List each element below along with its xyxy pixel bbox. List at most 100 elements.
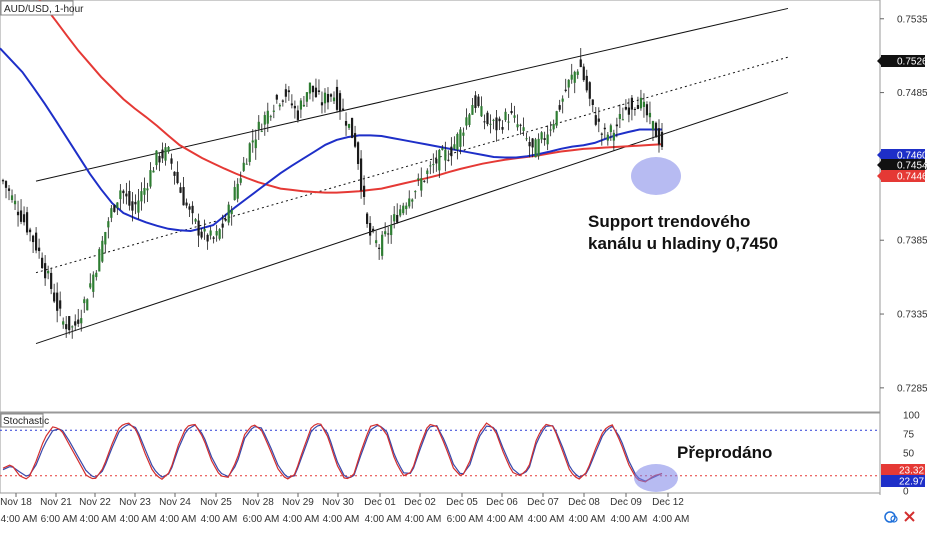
candle [329, 93, 333, 102]
stochastic-tick-label: 75 [903, 430, 915, 441]
time-tick-label: 4:00 AM [120, 514, 157, 525]
candle [477, 94, 480, 108]
time-tick-label: 4:00 AM [283, 514, 320, 525]
candle [242, 156, 245, 172]
candle [387, 226, 390, 244]
candle [645, 101, 649, 123]
stochastic-lines [0, 422, 880, 483]
candle [630, 94, 634, 121]
candle [474, 91, 477, 113]
candle [624, 99, 627, 111]
candle [537, 133, 540, 160]
price-tag: 0.7526 [877, 55, 927, 68]
candle [384, 222, 387, 237]
candle [429, 161, 432, 175]
candle [576, 69, 579, 79]
candle [197, 213, 200, 247]
date-tick-label: Nov 18 [0, 497, 32, 508]
candle [22, 206, 26, 226]
date-tick-label: Nov 23 [119, 497, 151, 508]
time-tick-label: 4:00 AM [160, 514, 197, 525]
candle [438, 148, 441, 178]
candle [38, 238, 41, 259]
candle [296, 105, 299, 123]
svg-text:0.7460: 0.7460 [897, 151, 927, 162]
date-tick-label: Nov 30 [322, 497, 354, 508]
candle [122, 189, 125, 204]
support-highlight [631, 157, 681, 195]
candle [19, 199, 23, 225]
candle [603, 123, 606, 139]
candle [116, 202, 119, 216]
candle [314, 78, 318, 98]
candle [435, 150, 438, 172]
date-tick-label: Dec 05 [446, 497, 478, 508]
close-chart-icon[interactable] [904, 511, 915, 522]
time-tick-label: 4:00 AM [80, 514, 117, 525]
candle [80, 309, 83, 332]
candle [618, 104, 621, 129]
candle [251, 129, 254, 153]
svg-text:23.32: 23.32 [899, 466, 924, 477]
candle [248, 142, 251, 166]
candle [170, 153, 173, 170]
candle [302, 95, 306, 108]
candle [137, 189, 140, 220]
candles [1, 48, 664, 339]
candle [350, 117, 354, 139]
candle [209, 226, 212, 240]
candle [636, 96, 640, 110]
svg-text:0.7446: 0.7446 [897, 172, 927, 183]
stochastic-label-box [0, 413, 44, 428]
candle [16, 200, 20, 227]
candle [390, 215, 393, 244]
symbol-label: AUD/USD, 1-hour [4, 4, 84, 15]
camera-icon[interactable] [884, 511, 898, 523]
candle [579, 48, 582, 68]
candle [585, 69, 588, 93]
candle [393, 206, 396, 229]
candle [77, 308, 80, 327]
time-tick-label: 4:00 AM [528, 514, 565, 525]
candle [227, 201, 230, 226]
candle [558, 99, 561, 112]
candle [278, 103, 281, 111]
candle [359, 150, 363, 199]
candle [95, 270, 98, 281]
date-tick-label: Dec 02 [404, 497, 436, 508]
candle [639, 89, 643, 111]
candle [287, 86, 290, 101]
candle [185, 198, 188, 209]
candle [134, 194, 137, 215]
candle [230, 205, 233, 226]
channel-line-upper [35, 7, 789, 182]
candle [447, 150, 450, 162]
candle [59, 291, 62, 317]
candle [353, 125, 357, 149]
candle [459, 127, 462, 155]
candle [308, 82, 312, 100]
price-tick-label: 0.7285 [897, 383, 927, 394]
candle [420, 167, 423, 197]
candle [56, 282, 59, 323]
candle [284, 83, 287, 103]
candle [492, 118, 495, 130]
candle [519, 123, 522, 135]
candle [146, 182, 149, 203]
time-tick-label: 6:00 AM [447, 514, 484, 525]
candle [293, 100, 296, 119]
candle [480, 96, 483, 118]
candle [525, 132, 528, 142]
candle [263, 111, 266, 136]
candle [164, 143, 167, 166]
date-tick-label: Nov 25 [200, 497, 232, 508]
candle [281, 99, 284, 107]
price-tick-label: 0.7535 [897, 14, 927, 25]
candle [31, 234, 35, 254]
candle [450, 137, 453, 166]
candle [378, 244, 381, 260]
candle [591, 99, 594, 113]
